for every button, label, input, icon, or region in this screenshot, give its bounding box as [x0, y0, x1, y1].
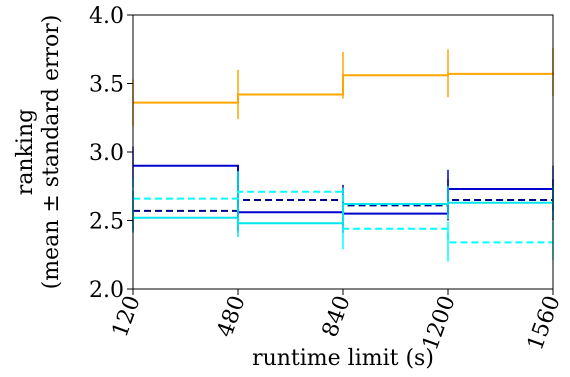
- y-axis-title: ranking (mean ± standard error): [13, 15, 64, 290]
- y-tick-label: 4.0: [89, 4, 124, 29]
- x-tick-label: 480: [213, 293, 251, 341]
- y-tick-label: 2.5: [89, 210, 124, 235]
- y-tick-label: 3.0: [89, 141, 124, 166]
- y-axis-title-line-2: (mean ± standard error): [39, 15, 64, 290]
- x-tick-label: 1560: [523, 293, 566, 354]
- series-0: [132, 47, 554, 126]
- x-tick-label: 1200: [418, 293, 461, 354]
- x-axis-title: runtime limit (s): [252, 346, 434, 371]
- x-tick-label: 840: [318, 293, 356, 341]
- y-tick-label: 3.5: [89, 73, 124, 98]
- y-axis-title-line-1: ranking: [13, 109, 38, 195]
- y-tick-label: 2.0: [89, 278, 124, 303]
- chart-marks: [132, 47, 554, 262]
